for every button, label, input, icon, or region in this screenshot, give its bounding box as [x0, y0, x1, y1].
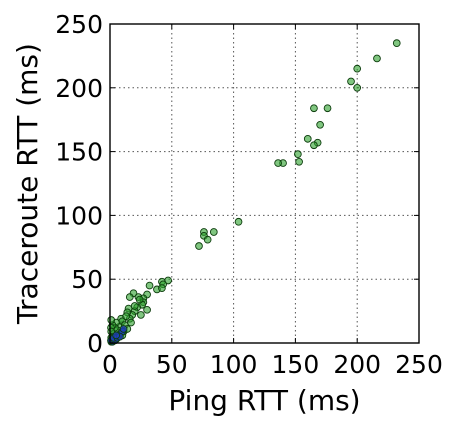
green-data-point	[122, 312, 130, 321]
green-data-point	[203, 235, 212, 244]
green-data-point	[158, 284, 166, 292]
green-data-point	[137, 311, 145, 319]
green-data-point	[303, 134, 312, 143]
y-tick-label: 0	[87, 329, 103, 358]
green-data-point	[195, 242, 203, 250]
x-tick-label: 250	[395, 350, 443, 379]
green-data-point	[130, 302, 139, 310]
green-data-point	[373, 54, 381, 63]
green-data-point	[209, 228, 218, 236]
y-tick-label: 200	[55, 74, 103, 103]
green-data-point	[107, 316, 116, 324]
grid-lines	[110, 24, 419, 343]
green-data-point	[135, 295, 144, 304]
x-tick-label: 50	[156, 350, 188, 379]
green-data-point	[323, 104, 332, 113]
green-data-point	[392, 39, 401, 47]
blue-data-point	[112, 331, 121, 340]
plot-frame	[109, 23, 420, 344]
green-data-point	[310, 141, 318, 150]
green-data-point	[347, 77, 355, 86]
green-data-point	[310, 104, 318, 113]
x-tick-label: 0	[102, 350, 118, 379]
x-tick-label: 150	[272, 350, 320, 379]
green-data-point	[353, 64, 362, 73]
data-points	[107, 39, 401, 346]
x-tick-label: 100	[210, 350, 258, 379]
axis-ticks	[109, 23, 420, 344]
y-tick-label: 100	[55, 201, 103, 230]
green-data-point	[143, 305, 151, 314]
x-axis-label: Ping RTT (ms)	[168, 384, 360, 417]
y-axis-label: Traceroute RTT (ms)	[11, 43, 44, 325]
y-tick-label: 250	[55, 10, 103, 39]
tick-labels: 0 50 100 150 200 250 0 50 100 150 200 250	[55, 10, 443, 379]
green-data-point	[127, 318, 135, 327]
green-data-point	[125, 293, 134, 301]
green-data-point	[294, 150, 302, 159]
y-tick-label: 150	[55, 138, 103, 167]
blue-data-point	[119, 325, 128, 333]
x-tick-label: 200	[333, 350, 381, 379]
green-data-point	[353, 83, 362, 92]
y-tick-label: 50	[71, 265, 103, 294]
green-data-point	[234, 217, 243, 226]
green-data-point	[316, 120, 324, 129]
green-data-point	[145, 281, 154, 290]
green-data-point	[274, 159, 282, 167]
green-data-point	[295, 157, 303, 166]
